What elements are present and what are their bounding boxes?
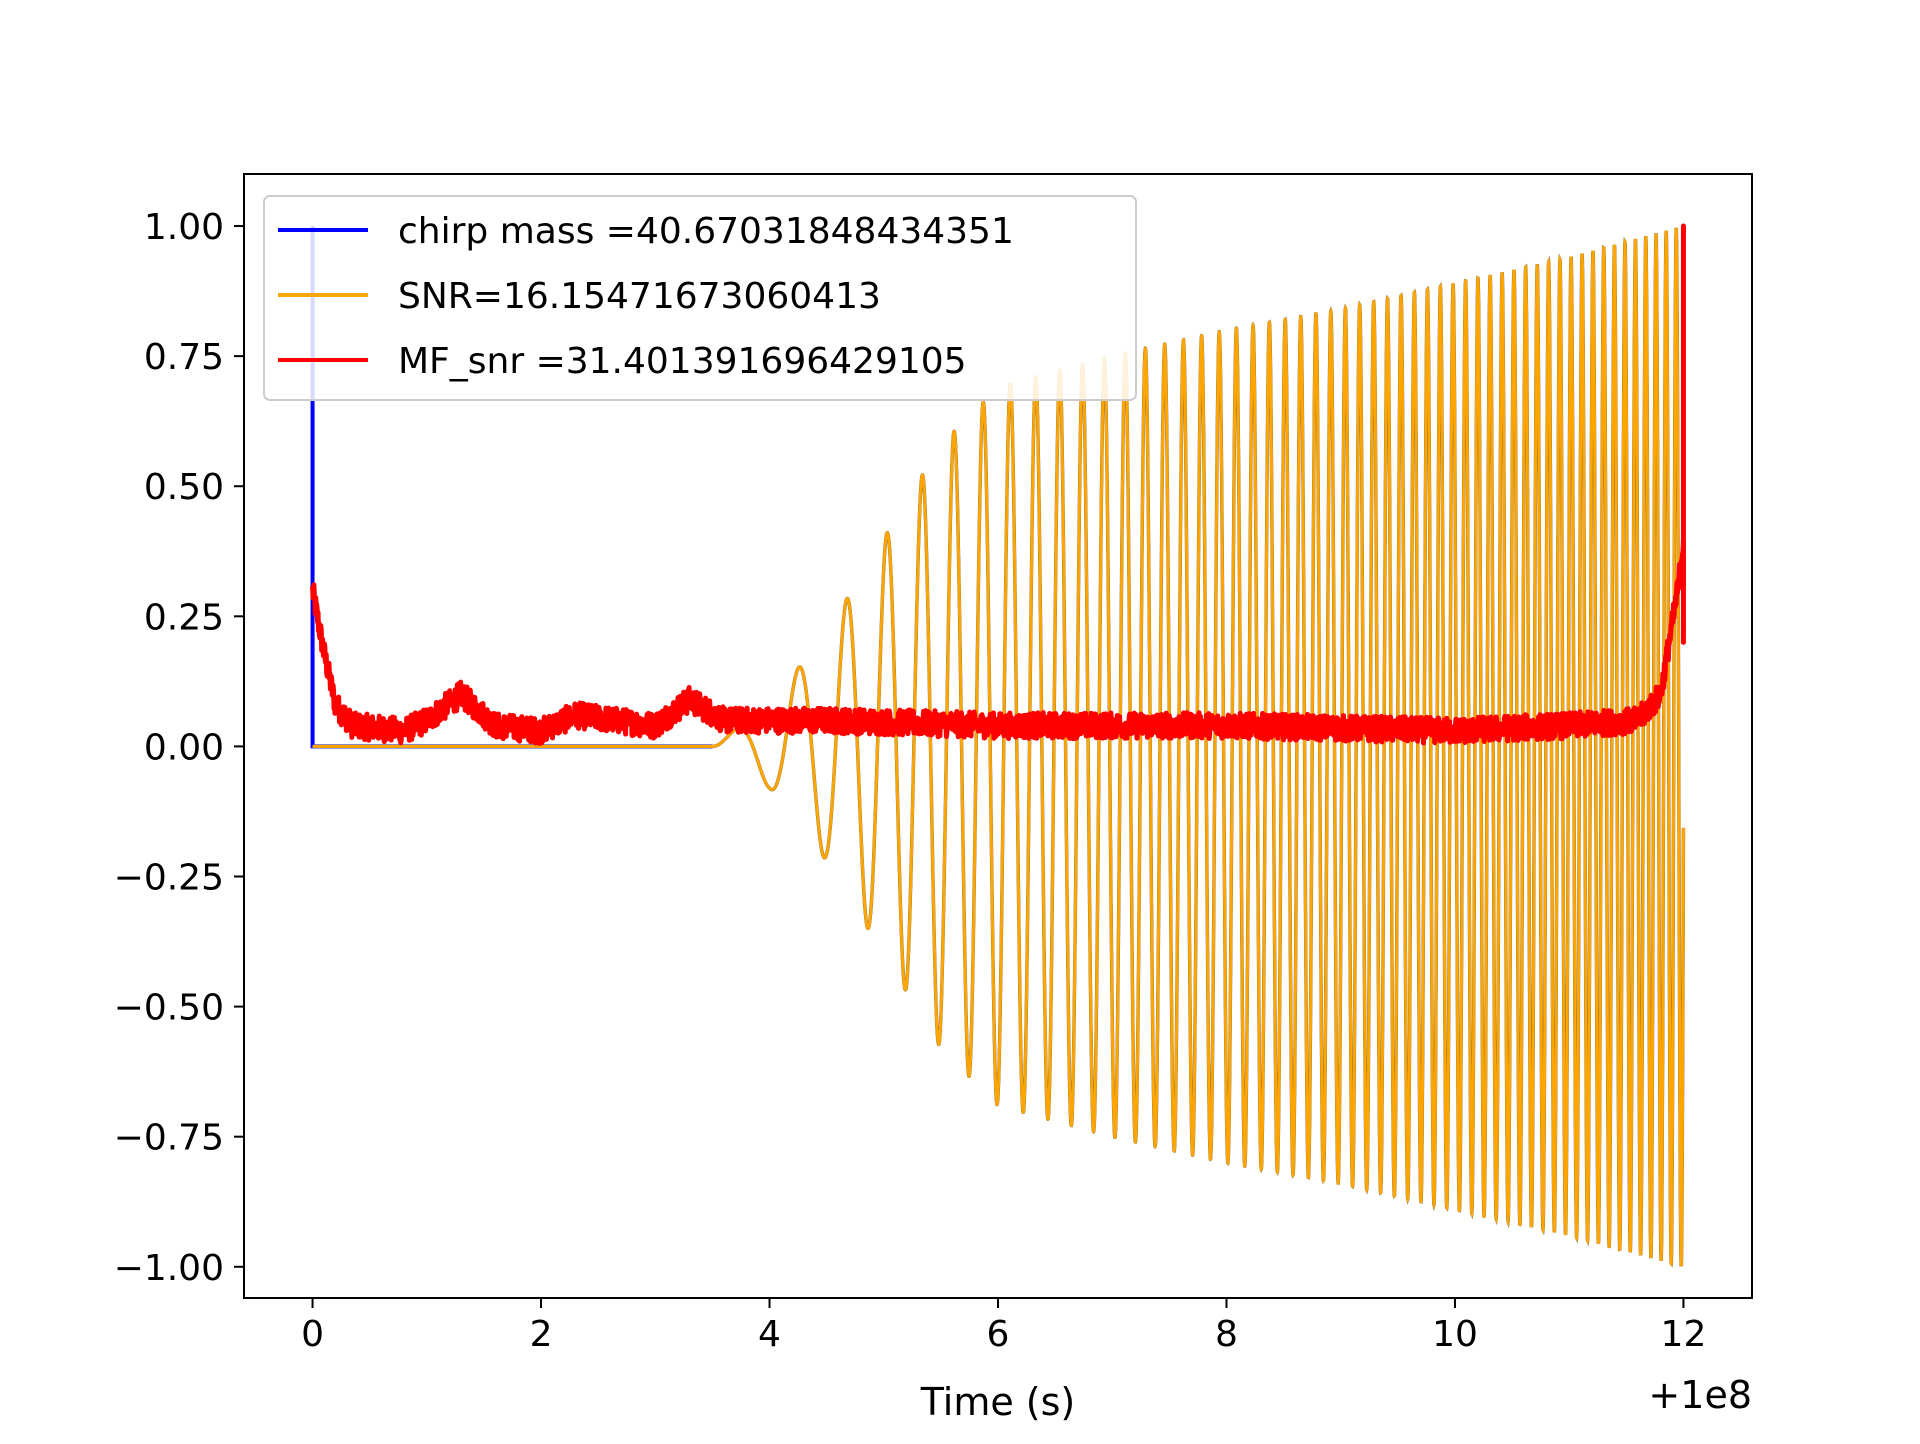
- x-tick-label: 6: [987, 1314, 1010, 1355]
- legend-entry-snr-label: SNR=16.15471673060413: [398, 276, 881, 317]
- x-tick-label: 8: [1215, 1314, 1238, 1355]
- x-tick-label: 0: [301, 1314, 324, 1355]
- legend-entry-mf-snr-label: MF_snr =31.401391696429105: [398, 341, 967, 382]
- series-group: [310, 223, 1686, 1268]
- legend-entry-chirp-mass-label: chirp mass =40.67031848434351: [398, 211, 1014, 252]
- legend: chirp mass =40.67031848434351 SNR=16.1547…: [263, 195, 1137, 401]
- y-tick-label: −1.00: [114, 1248, 224, 1289]
- plot-area: [310, 223, 1686, 1268]
- y-tick-label: 0.50: [144, 467, 224, 508]
- x-tick-label: 10: [1432, 1314, 1478, 1355]
- y-tick-label: −0.50: [114, 988, 224, 1029]
- x-tick-label: 12: [1661, 1314, 1707, 1355]
- x-axis-offset-label: +1e8: [1648, 1373, 1752, 1417]
- y-tick-label: −0.25: [114, 858, 224, 899]
- y-tick-label: 0.00: [144, 727, 224, 768]
- y-tick-label: 1.00: [144, 207, 224, 248]
- series-line-mf-snr: [310, 223, 1686, 747]
- axes: 0 2 4 6 8 10 12 1.00 0.75 0.50 0.25 0.00 −0.25 −0.50 −…: [114, 173, 1753, 1355]
- x-tick-label: 2: [530, 1314, 553, 1355]
- y-tick-label: 0.75: [144, 337, 224, 378]
- y-tick-label: −0.75: [114, 1118, 224, 1159]
- y-tick-label: 0.25: [144, 597, 224, 638]
- legend-box: [263, 195, 1137, 401]
- series-line-snr: [312, 227, 1685, 1268]
- x-axis-label: Time (s): [920, 1380, 1076, 1424]
- x-tick-label: 4: [758, 1314, 781, 1355]
